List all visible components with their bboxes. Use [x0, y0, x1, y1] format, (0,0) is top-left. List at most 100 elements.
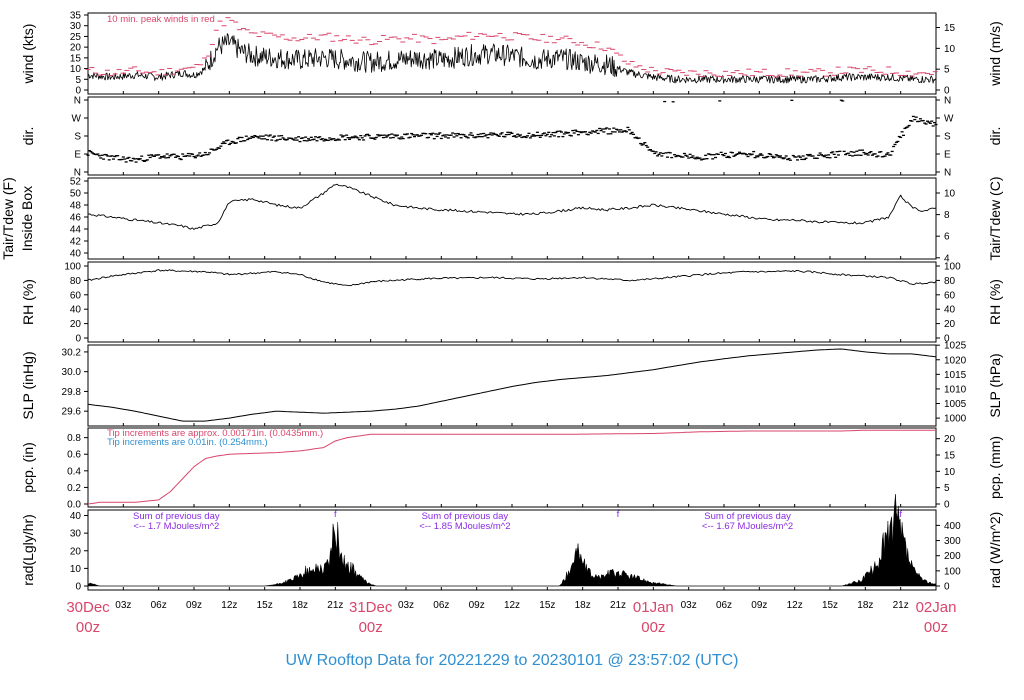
slp-right-tick-label: 1005 [944, 399, 967, 410]
slp-left-axis-label: SLP (inHg) [20, 351, 36, 419]
pcp-note-2: Tip increments are 0.01in. (0.254mm.) [107, 437, 268, 448]
rh-left-tick-label: 80 [70, 276, 82, 287]
rad-marker: f [617, 509, 620, 520]
x-hour-tick-label: 15z [822, 600, 838, 611]
x-hour-tick-label: 15z [539, 600, 555, 611]
temp-right-axis-label: Tair/Tdew (C) [987, 176, 1003, 260]
x-hour-tick-label: 15z [257, 600, 273, 611]
dir-left-tick-label: S [74, 132, 81, 143]
x-day-label-date: 30Dec [66, 599, 110, 616]
rh-left-tick-label: 40 [70, 305, 82, 316]
slp-left-tick-label: 30.2 [62, 347, 82, 358]
temp-left-axis-label: Tair/Tdew (F) [0, 177, 16, 259]
x-hour-tick-label: 06z [433, 600, 449, 611]
pcp-note-1: Tip increments are approx. 0.00171in. (0… [107, 428, 323, 439]
x-day-label-hour: 00z [76, 619, 100, 636]
dir-right-tick-label: N [944, 96, 951, 107]
x-hour-tick-label: 12z [504, 600, 520, 611]
rh-right-tick-label: 0 [944, 334, 950, 345]
rad-left-tick-label: 30 [70, 529, 82, 540]
x-hour-tick-label: 21z [327, 600, 343, 611]
x-hour-tick-label: 18z [292, 600, 308, 611]
slp-left-tick-label: 29.8 [62, 387, 82, 398]
rh-left-tick-label: 100 [64, 262, 81, 273]
rad-right-tick-label: 0 [944, 582, 950, 593]
x-hour-tick-label: 06z [151, 600, 167, 611]
rh-right-tick-label: 100 [944, 262, 961, 273]
rh-left-axis-label: RH (%) [20, 279, 36, 325]
rh-frame [87, 261, 937, 343]
wind-left-tick-label: 0 [75, 86, 81, 97]
temp-right-tick-label: 4 [944, 253, 950, 264]
pcp-left-tick-label: 0.0 [67, 500, 81, 511]
slp-line [87, 348, 937, 422]
x-day-label-hour: 00z [359, 619, 383, 636]
pcp-right-tick-label: 0 [944, 500, 950, 511]
rh-right-tick-label: 40 [944, 305, 956, 316]
wind-left-tick-label: 20 [70, 43, 82, 54]
x-hour-tick-label: 18z [857, 600, 873, 611]
slp-right-tick-label: 1000 [944, 414, 967, 425]
pcp-left-tick-label: 0.6 [67, 450, 81, 461]
slp-right-axis-label: SLP (hPa) [987, 353, 1003, 417]
wind-right-tick-label: 5 [944, 65, 950, 76]
rad-marker: f [899, 509, 902, 520]
rad-sum-note-line2: <-- 1.67 MJoules/m^2 [702, 521, 793, 532]
pcp-left-tick-label: 0.4 [67, 466, 81, 477]
dir-left-tick-label: E [74, 150, 81, 161]
x-axis: 03z 06z 09z 12z 15z 18z 21z 03z 06z 09z 12z 15z 18z 2… [66, 599, 956, 636]
pcp-right-tick-label: 10 [944, 467, 956, 478]
pcp-right-tick-label: 20 [944, 434, 956, 445]
dir-right-tick-label: S [944, 132, 951, 143]
x-hour-tick-label: 12z [787, 600, 803, 611]
rh-right-tick-label: 20 [944, 319, 956, 330]
wind-left-tick-label: 15 [70, 53, 82, 64]
chart-title: UW Rooftop Data for 20221229 to 20230101… [286, 652, 739, 669]
wind-left-tick-label: 5 [75, 75, 81, 86]
wind-right-tick-label: 15 [944, 23, 956, 34]
x-day-label-date: 01Jan [633, 599, 674, 616]
temp-left-axis-label: Inside Box [19, 186, 35, 251]
dir-right-tick-label: W [944, 114, 954, 125]
dir-right-axis-label: dir. [987, 127, 1003, 146]
dir-right-tick-label: N [944, 168, 951, 179]
x-hour-tick-label: 03z [398, 600, 414, 611]
temp-left-tick-label: 50 [70, 189, 82, 200]
rad-right-tick-label: 300 [944, 536, 961, 547]
rad-area [87, 494, 937, 587]
slp-left-tick-label: 29.6 [62, 407, 82, 418]
rh-right-tick-label: 80 [944, 276, 956, 287]
rh-line [87, 269, 937, 287]
rad-sum-note-line1: Sum of previous day [422, 511, 509, 522]
dir-right-tick-label: E [944, 150, 951, 161]
slp-right-tick-label: 1010 [944, 384, 967, 395]
pcp-line [87, 429, 936, 505]
rh-left-tick-label: 20 [70, 319, 82, 330]
x-hour-tick-label: 03z [115, 600, 131, 611]
dir-left-axis-label: dir. [20, 127, 36, 146]
rad-right-tick-label: 200 [944, 551, 961, 562]
rad-sum-note-line2: <-- 1.85 MJoules/m^2 [419, 521, 510, 532]
temp-left-tick-label: 40 [70, 249, 82, 260]
x-hour-tick-label: 21z [893, 600, 909, 611]
rad-left-tick-label: 10 [70, 564, 82, 575]
slp-right-tick-label: 1015 [944, 370, 967, 381]
wind-right-tick-label: 10 [944, 44, 956, 55]
pcp-right-axis-label: pcp. (mm) [987, 436, 1003, 499]
temp-frame [87, 177, 937, 260]
rad-left-tick-label: 0 [75, 582, 81, 593]
wind-left-tick-label: 30 [70, 21, 82, 32]
x-hour-tick-label: 09z [751, 600, 767, 611]
wind-right-tick-label: 0 [944, 86, 950, 97]
rad-left-axis-label: rad(Lgly/hr) [20, 514, 36, 586]
slp-left-tick-label: 30.0 [62, 367, 82, 378]
x-hour-tick-label: 09z [469, 600, 485, 611]
pcp-left-tick-label: 0.8 [67, 433, 81, 444]
rad-right-axis-label: rad (W/m^2) [987, 512, 1003, 589]
rh-left-tick-label: 60 [70, 290, 82, 301]
wind-left-tick-label: 35 [70, 11, 82, 22]
wind-left-tick-label: 25 [70, 32, 82, 43]
wind-left-axis-label: wind (kts) [20, 24, 36, 85]
temp-line [87, 183, 937, 230]
